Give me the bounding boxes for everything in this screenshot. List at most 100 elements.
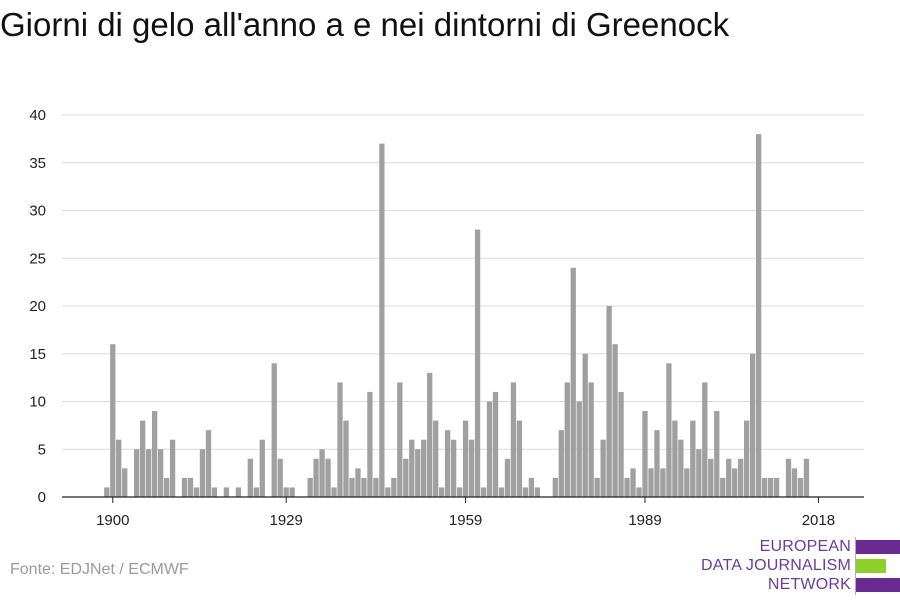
logo-bar-purple-top xyxy=(856,540,900,554)
bar-1957 xyxy=(450,439,457,497)
bar-1921 xyxy=(235,487,242,497)
bar-1939 xyxy=(343,420,349,497)
logo-line-3: NETWORK xyxy=(767,576,851,593)
bar-1933 xyxy=(307,477,313,497)
bar-1912 xyxy=(181,477,188,497)
bar-1990 xyxy=(648,468,654,497)
bar-1901 xyxy=(116,439,122,497)
bar-1928 xyxy=(277,458,283,497)
bar-2006 xyxy=(744,420,750,497)
bar-1938 xyxy=(337,382,343,497)
bars xyxy=(104,134,810,497)
bar-1975 xyxy=(558,430,564,497)
bar-1923 xyxy=(247,458,253,497)
bar-1915 xyxy=(199,449,206,497)
x-tick-label: 1959 xyxy=(449,512,482,529)
bar-1907 xyxy=(151,411,158,497)
logo-divider xyxy=(855,537,856,595)
bar-1913 xyxy=(187,477,194,497)
bar-1951 xyxy=(415,449,421,497)
logo-bar-green xyxy=(856,559,886,573)
bar-1963 xyxy=(486,401,493,497)
bar-2002 xyxy=(720,477,726,497)
y-tick-label: 25 xyxy=(29,250,46,267)
bar-1997 xyxy=(690,420,696,497)
logo-line-1: EUROPEAN xyxy=(759,538,851,555)
bar-1962 xyxy=(480,487,487,497)
bar-2014 xyxy=(791,468,798,497)
bar-1941 xyxy=(355,468,361,497)
bar-1942 xyxy=(361,477,367,497)
bar-1954 xyxy=(433,420,439,497)
bar-1924 xyxy=(253,487,259,497)
bar-1974 xyxy=(552,477,558,497)
y-tick-label: 35 xyxy=(29,155,46,172)
y-tick-label: 15 xyxy=(29,346,46,363)
bar-1904 xyxy=(134,449,140,497)
bar-1910 xyxy=(169,439,176,497)
bar-1969 xyxy=(522,487,529,497)
bar-1959 xyxy=(462,420,469,497)
bar-1948 xyxy=(397,382,403,497)
bar-1943 xyxy=(367,391,373,497)
y-tick-label: 10 xyxy=(29,394,46,411)
grid-lines xyxy=(62,114,864,450)
bar-1961 xyxy=(474,229,481,497)
bar-1996 xyxy=(684,468,690,497)
bar-1967 xyxy=(510,382,517,497)
bar-1916 xyxy=(205,430,212,497)
logo-line-2: DATA JOURNALISM xyxy=(701,557,851,574)
bar-1930 xyxy=(289,487,295,497)
bar-1947 xyxy=(391,477,397,497)
y-tick-label: 5 xyxy=(38,441,46,458)
bar-1949 xyxy=(403,458,409,497)
bar-2007 xyxy=(749,353,756,497)
bar-2005 xyxy=(738,458,744,497)
bar-1925 xyxy=(259,439,265,497)
bar-1982 xyxy=(600,439,606,497)
bar-2008 xyxy=(755,134,762,497)
bar-2009 xyxy=(761,477,768,497)
bar-1964 xyxy=(492,391,499,497)
edjnet-logo: EUROPEAN DATA JOURNALISM NETWORK xyxy=(700,537,900,595)
bar-1950 xyxy=(409,439,415,497)
bar-1992 xyxy=(660,468,666,497)
source-note: Fonte: EDJNet / ECMWF xyxy=(10,561,189,578)
bar-2015 xyxy=(797,477,804,497)
bar-1945 xyxy=(379,143,385,497)
bar-1899 xyxy=(104,487,110,497)
bar-1984 xyxy=(612,344,618,497)
bar-1937 xyxy=(331,487,337,497)
bar-1952 xyxy=(421,439,427,497)
bar-1908 xyxy=(157,449,164,497)
bar-1905 xyxy=(140,420,146,497)
x-tick-label: 1989 xyxy=(628,512,661,529)
bar-1995 xyxy=(678,439,684,497)
axes: 0 5 10 15 20 25 30 35 40 1900 1929 1959 1989 2018 xyxy=(29,107,864,529)
x-tick-label: 1900 xyxy=(96,512,129,529)
bar-1988 xyxy=(636,487,642,497)
bar-1919 xyxy=(223,487,230,497)
bar-1953 xyxy=(427,372,433,497)
bar-1906 xyxy=(146,449,152,497)
bar-1998 xyxy=(696,449,702,497)
bar-1965 xyxy=(498,487,505,497)
bar-1902 xyxy=(122,468,128,497)
bar-1940 xyxy=(349,477,355,497)
bar-1927 xyxy=(271,363,277,497)
bar-2001 xyxy=(714,411,720,497)
bar-1929 xyxy=(283,487,289,497)
x-tick-label: 1929 xyxy=(270,512,303,529)
bar-1999 xyxy=(702,382,708,497)
bar-2004 xyxy=(732,468,738,497)
bar-1935 xyxy=(319,449,325,497)
bar-1971 xyxy=(534,487,541,497)
bar-1983 xyxy=(606,306,612,497)
bar-1981 xyxy=(594,477,600,497)
bar-1994 xyxy=(672,420,678,497)
bar-2011 xyxy=(773,477,780,497)
y-tick-label: 20 xyxy=(29,298,46,315)
bar-1914 xyxy=(193,487,200,497)
y-tick-label: 30 xyxy=(29,203,46,220)
